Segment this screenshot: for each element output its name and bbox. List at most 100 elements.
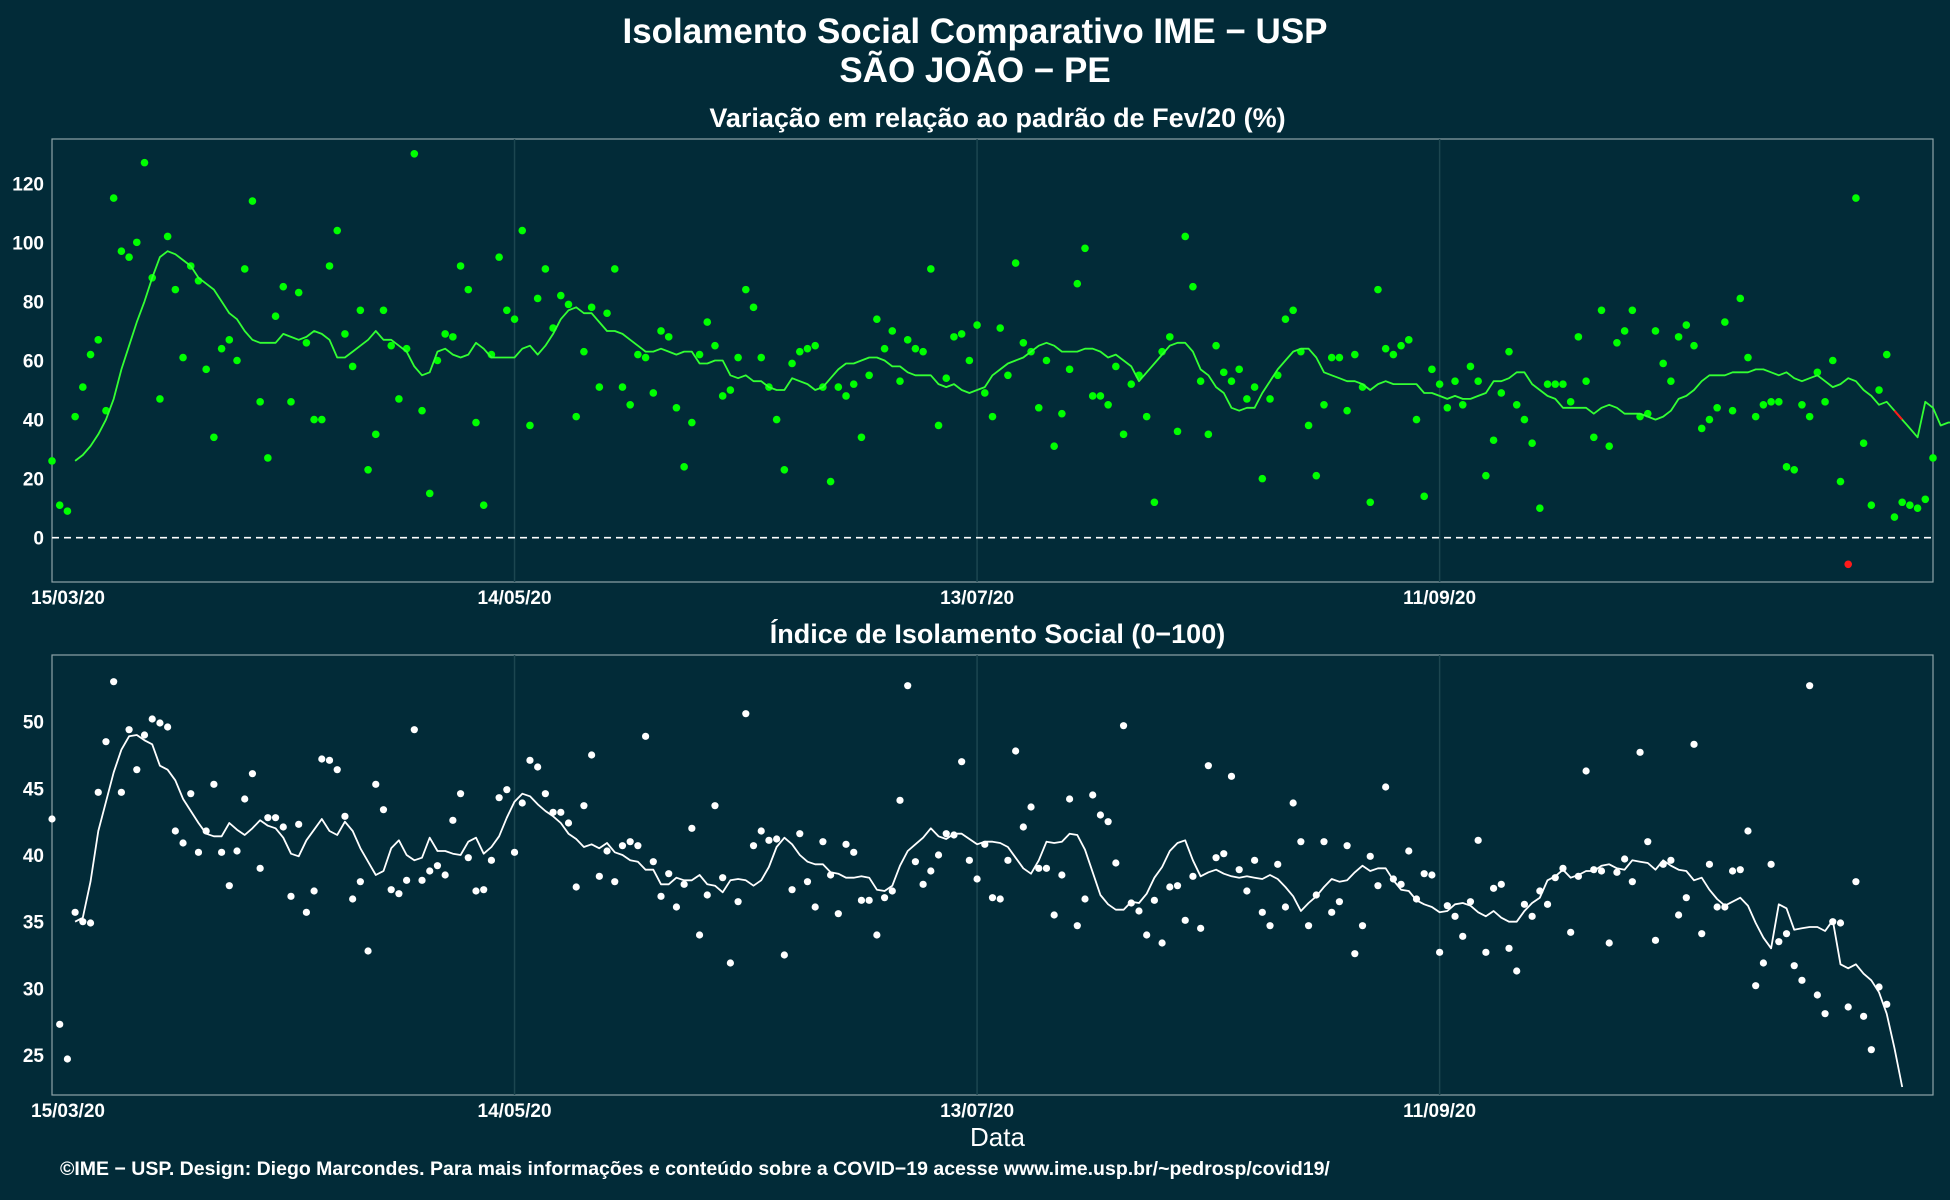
data-point: [1073, 279, 1082, 288]
data-point: [1875, 386, 1883, 394]
data-point: [179, 839, 187, 847]
data-point: [634, 842, 642, 850]
data-point: [1821, 398, 1829, 406]
data-point: [395, 890, 403, 898]
data-point: [1327, 353, 1336, 362]
data-point: [1551, 380, 1560, 388]
data-point: [1258, 474, 1267, 483]
data-point: [795, 347, 804, 356]
data-point: [1189, 282, 1197, 291]
data-point: [1828, 356, 1837, 365]
data-point: [1782, 930, 1791, 938]
data-point: [464, 854, 472, 862]
data-point: [657, 892, 665, 900]
data-point: [325, 262, 334, 270]
data-point: [734, 353, 742, 362]
data-point: [240, 265, 249, 273]
data-point: [796, 830, 804, 838]
data-point: [618, 842, 627, 850]
data-point: [1258, 908, 1266, 916]
data-point: [1613, 868, 1621, 876]
data-point: [217, 848, 226, 856]
data-point: [1690, 740, 1698, 748]
data-point: [379, 306, 388, 315]
data-point: [911, 858, 920, 866]
data-point: [1058, 409, 1066, 418]
data-point: [302, 908, 310, 916]
data-point: [1767, 398, 1775, 406]
data-point: [456, 790, 465, 798]
data-point: [1528, 439, 1536, 447]
data-point: [456, 262, 465, 270]
data-point: [1073, 922, 1081, 930]
data-point: [749, 303, 758, 312]
data-point: [1135, 907, 1143, 915]
data-point: [1567, 928, 1575, 936]
data-point: [927, 265, 935, 273]
data-point: [726, 386, 735, 394]
data-point: [1343, 842, 1351, 850]
data-point: [248, 770, 257, 778]
data-point: [641, 353, 650, 362]
data-point: [63, 507, 72, 515]
data-point: [803, 344, 812, 353]
data-point: [1751, 412, 1760, 421]
data-point: [1543, 900, 1552, 908]
data-point: [1420, 492, 1429, 501]
data-point: [1004, 856, 1012, 864]
data-point: [1505, 944, 1513, 952]
data-point: [1443, 403, 1452, 412]
data-point: [1744, 353, 1752, 362]
data-point: [349, 895, 357, 903]
data-point: [618, 383, 627, 391]
data-point: [1312, 471, 1321, 480]
data-point: [603, 847, 611, 855]
data-point: [1459, 932, 1467, 940]
data-point: [1621, 855, 1629, 863]
data-point: [788, 359, 796, 368]
data-point: [202, 365, 210, 374]
data-point: [1474, 836, 1482, 844]
data-point: [1351, 950, 1359, 958]
panel-frame: [51, 654, 1934, 1096]
data-point: [271, 312, 280, 321]
data-point: [896, 377, 904, 385]
data-point: [649, 858, 657, 866]
data-point: [1466, 898, 1475, 906]
data-point: [641, 732, 650, 740]
data-point: [426, 867, 434, 875]
data-point: [834, 910, 842, 918]
data-point: [1859, 439, 1868, 447]
data-point: [1397, 341, 1405, 350]
data-point: [572, 412, 581, 421]
data-point: [1420, 870, 1428, 878]
data-point: [1143, 931, 1151, 939]
y-tick-label: 45: [23, 779, 45, 800]
data-point: [1358, 922, 1367, 930]
data-point: [1590, 433, 1598, 442]
data-point: [1882, 350, 1891, 359]
data-point: [86, 350, 95, 359]
data-point: [1212, 854, 1220, 862]
data-point: [156, 719, 164, 727]
data-point: [256, 864, 264, 872]
data-point: [1790, 962, 1798, 970]
data-point: [1474, 377, 1482, 385]
data-point: [117, 247, 126, 256]
data-point: [1513, 967, 1521, 975]
x-tick-label: 15/03/20: [31, 588, 105, 609]
data-point: [780, 951, 788, 959]
data-point: [842, 840, 850, 848]
data-point: [1019, 338, 1028, 347]
data-point: [1759, 401, 1768, 409]
moving-average-line: [74, 734, 1904, 1088]
data-point: [1065, 365, 1074, 374]
data-point: [79, 383, 87, 391]
data-point: [1158, 939, 1166, 947]
data-point: [163, 232, 172, 241]
data-point: [1443, 902, 1451, 910]
data-point: [318, 755, 326, 763]
data-point: [1451, 377, 1459, 385]
data-point: [1574, 333, 1583, 341]
